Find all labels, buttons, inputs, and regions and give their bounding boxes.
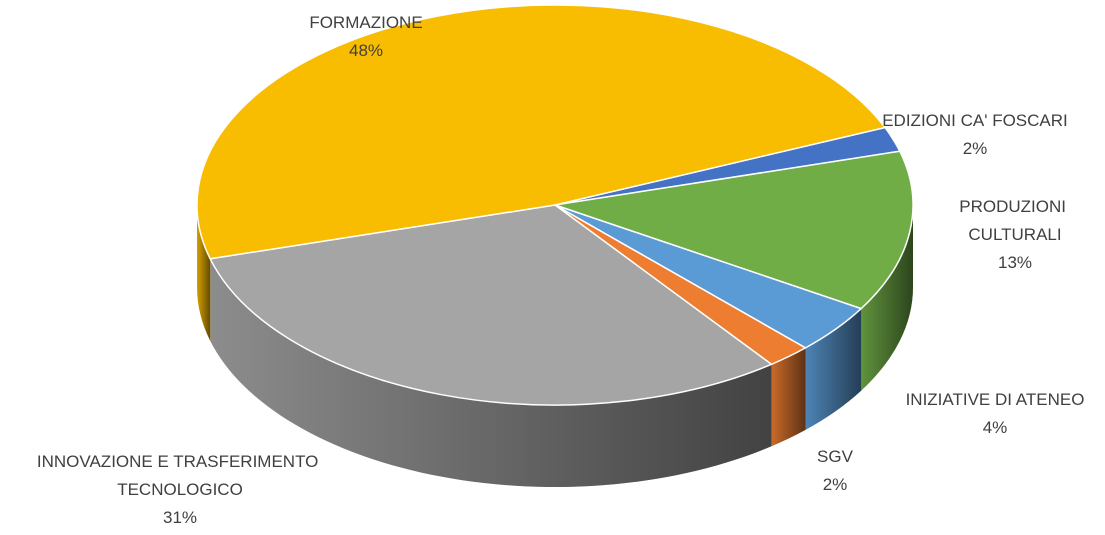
slice-label: PRODUZIONI CULTURALI xyxy=(959,197,1070,244)
slice-side-shade xyxy=(805,308,862,430)
slice-label: SGV xyxy=(817,447,854,466)
slice xyxy=(554,150,914,310)
slice-side-shade xyxy=(861,205,913,391)
slice-side-shade xyxy=(210,258,772,487)
value-label: 2% xyxy=(963,139,988,158)
value-label: 48% xyxy=(349,41,383,60)
slice-label: INIZIATIVE DI ATENEO xyxy=(906,390,1085,409)
label-line: SGV xyxy=(817,447,854,466)
label-line: FORMAZIONE xyxy=(309,13,422,32)
label-line: INNOVAZIONE E TRASFERIMENTO xyxy=(37,452,323,471)
value-label: 2% xyxy=(823,475,848,494)
value-label: 4% xyxy=(983,418,1008,437)
value-label: 13% xyxy=(998,253,1032,272)
slice-label: EDIZIONI CA' FOSCARI xyxy=(882,111,1068,130)
label-line: INIZIATIVE DI ATENEO xyxy=(906,390,1085,409)
label-line: CULTURALI xyxy=(968,225,1061,244)
slice-side-shade xyxy=(197,205,211,341)
label-line: PRODUZIONI xyxy=(959,197,1070,216)
label-line: EDIZIONI CA' FOSCARI xyxy=(882,111,1068,130)
value-label: 31% xyxy=(163,508,197,527)
slice-label: INNOVAZIONE E TRASFERIMENTO TECNOLOGICO xyxy=(37,452,323,499)
slice-label: FORMAZIONE xyxy=(309,13,422,32)
slice xyxy=(196,4,886,260)
slice xyxy=(209,204,773,406)
label-line: TECNOLOGICO xyxy=(117,480,243,499)
slice-side-shade xyxy=(771,347,806,447)
